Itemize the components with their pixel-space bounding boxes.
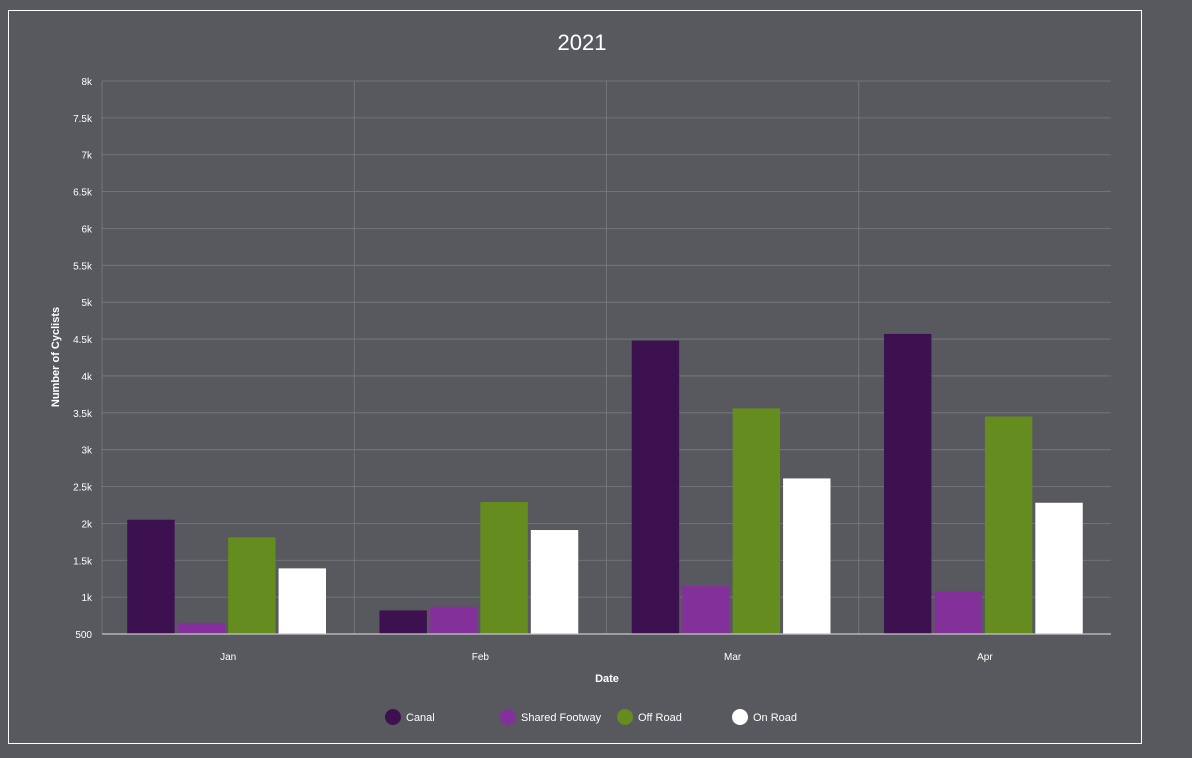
bar-shared-footway-apr[interactable] bbox=[934, 591, 982, 634]
y-tick-label: 7k bbox=[81, 151, 93, 162]
y-tick-label: 5.5k bbox=[73, 261, 93, 272]
legend-swatch bbox=[617, 709, 633, 725]
legend-swatch bbox=[500, 709, 516, 725]
legend-label: On Road bbox=[753, 712, 797, 724]
bar-off-road-apr[interactable] bbox=[984, 416, 1033, 634]
x-tick-label: Jan bbox=[220, 652, 236, 663]
y-tick-label: 500 bbox=[75, 630, 92, 641]
bars bbox=[127, 333, 1083, 634]
bar-off-road-feb[interactable] bbox=[480, 502, 528, 634]
bar-canal-feb[interactable] bbox=[379, 610, 427, 634]
x-tick-label: Feb bbox=[472, 652, 490, 663]
bar-shared-footway-mar[interactable] bbox=[682, 586, 730, 634]
y-axis-title: Number of Cyclists bbox=[50, 307, 62, 407]
legend: Canal Shared Footway Off Road On Road bbox=[385, 709, 797, 725]
bar-on-road-apr[interactable] bbox=[1035, 502, 1083, 634]
bar-on-road-mar[interactable] bbox=[783, 478, 831, 634]
legend-label: Off Road bbox=[638, 712, 682, 724]
bar-off-road-mar[interactable] bbox=[732, 408, 781, 634]
legend-label: Canal bbox=[406, 712, 435, 724]
chart-frame bbox=[8, 10, 1142, 744]
bar-canal-apr[interactable] bbox=[883, 333, 932, 634]
x-tick-label: Mar bbox=[724, 652, 742, 663]
legend-label: Shared Footway bbox=[521, 712, 602, 724]
y-tick-label: 6.5k bbox=[73, 188, 93, 199]
bar-off-road-jan[interactable] bbox=[228, 537, 276, 634]
y-tick-label: 3k bbox=[81, 446, 93, 457]
y-tick-label: 4k bbox=[81, 372, 93, 383]
y-tick-label: 2k bbox=[81, 519, 93, 530]
legend-item-on-road[interactable]: On Road bbox=[732, 709, 797, 725]
legend-item-shared-footway[interactable]: Shared Footway bbox=[500, 709, 602, 725]
y-tick-label: 5k bbox=[81, 298, 93, 309]
x-axis-title: Date bbox=[595, 673, 619, 685]
y-tick-label: 1k bbox=[81, 593, 93, 604]
axes: 500 1k 1.5k 2k 2.5k 3k 3.5k 4k 4.5k 5k 5.5k 6k 6.5k 7… bbox=[73, 77, 1111, 663]
y-tick-label: 2.5k bbox=[73, 483, 93, 494]
bar-canal-mar[interactable] bbox=[631, 340, 680, 634]
y-tick-label: 3.5k bbox=[73, 409, 93, 420]
legend-swatch bbox=[385, 709, 401, 725]
legend-swatch bbox=[732, 709, 748, 725]
legend-item-canal[interactable]: Canal bbox=[385, 709, 435, 725]
bar-on-road-jan[interactable] bbox=[278, 568, 326, 634]
chart-title: 2021 bbox=[558, 30, 607, 55]
y-tick-label: 1.5k bbox=[73, 556, 93, 567]
y-tick-label: 4.5k bbox=[73, 335, 93, 346]
bar-on-road-feb[interactable] bbox=[530, 530, 579, 634]
grid bbox=[101, 80, 1111, 635]
bar-shared-footway-jan[interactable] bbox=[177, 622, 226, 634]
y-tick-label: 8k bbox=[81, 77, 93, 88]
bar-canal-jan[interactable] bbox=[127, 519, 175, 634]
y-tick-label: 6k bbox=[81, 224, 93, 235]
x-tick-label: Apr bbox=[977, 652, 993, 663]
legend-item-off-road[interactable]: Off Road bbox=[617, 709, 682, 725]
y-tick-label: 7.5k bbox=[73, 114, 93, 125]
bar-shared-footway-feb[interactable] bbox=[429, 606, 478, 634]
